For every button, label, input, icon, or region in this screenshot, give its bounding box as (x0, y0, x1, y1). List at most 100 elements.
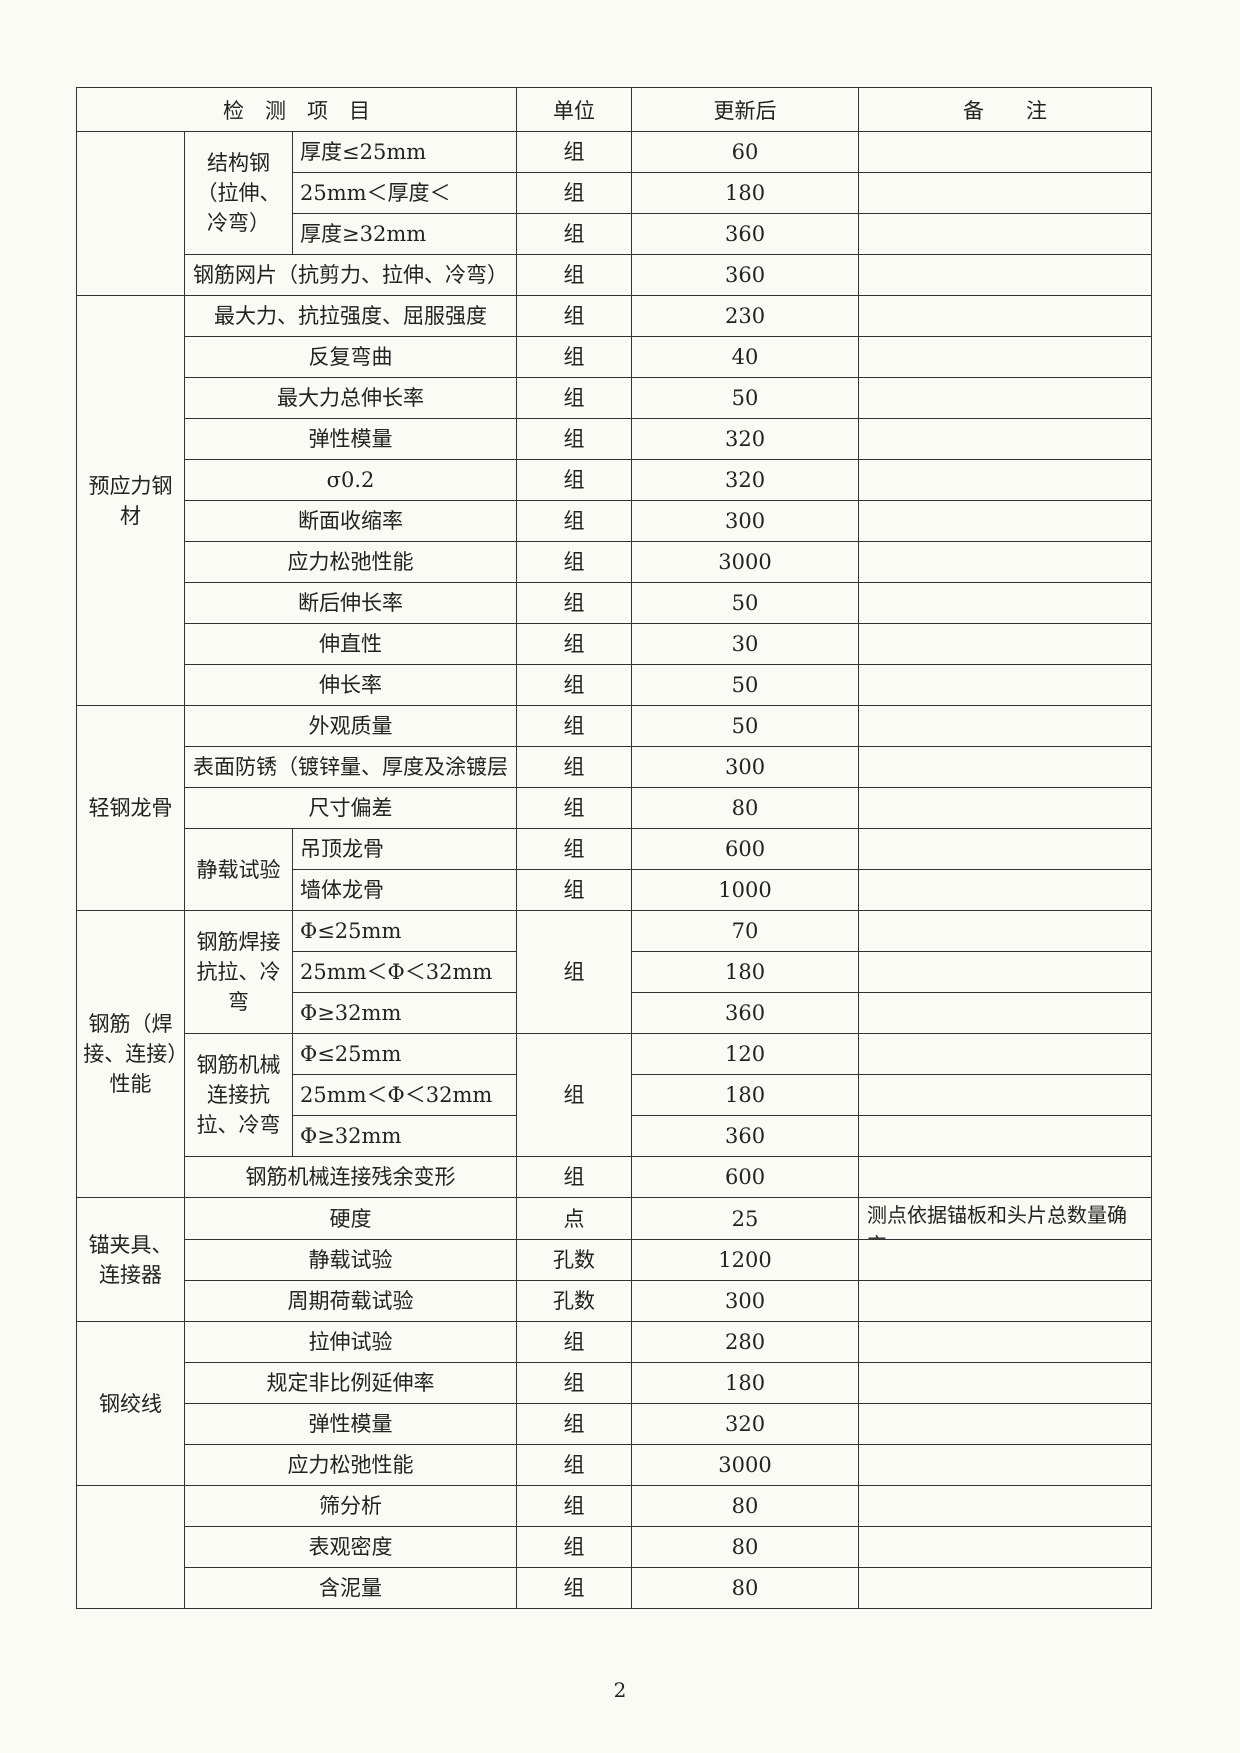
value-cell: 360 (631, 992, 860, 1034)
value: 360 (724, 263, 766, 287)
note-cell (858, 295, 1153, 337)
table-row: 墙体龙骨 组 1000 (77, 869, 1153, 911)
item-name: 弹性模量 (308, 1412, 393, 1436)
item-name-cell: Φ≥32mm (291, 992, 518, 1034)
item-name-cell: 反复弯曲 (183, 336, 518, 378)
item-name-cell: 钢筋网片（抗剪力、拉伸、冷弯） (183, 254, 518, 296)
item-name: 钢筋机械连接残余变形 (245, 1165, 456, 1189)
unit-cell: 组 (516, 910, 633, 1034)
value: 1200 (718, 1248, 772, 1272)
unit: 孔数 (553, 1248, 596, 1272)
unit: 组 (563, 468, 585, 492)
unit: 组 (563, 1453, 585, 1477)
unit: 组 (563, 1535, 585, 1559)
table-row: 厚度≥32mm 组 360 (77, 213, 1153, 255)
note-cell (858, 1280, 1153, 1322)
value: 320 (724, 468, 766, 492)
group-label-cell (76, 131, 185, 296)
item-name: 反复弯曲 (308, 345, 393, 369)
table-row: 预应力钢材 最大力、抗拉强度、屈服强度组 230 (76, 295, 1153, 706)
unit-cell: 组 (516, 1033, 633, 1157)
unit-cell: 组 (516, 787, 633, 829)
value: 320 (724, 427, 766, 451)
value: 600 (724, 1165, 766, 1189)
unit-cell: 孔数 (516, 1280, 633, 1322)
table-row: 静载试验 孔数 1200 (77, 1239, 1153, 1281)
value-cell: 280 (631, 1321, 860, 1363)
value: 50 (731, 714, 759, 738)
value: 50 (731, 673, 759, 697)
item-name-cell: 尺寸偏差 (183, 787, 518, 829)
value-cell: 600 (631, 828, 860, 870)
note-cell (858, 500, 1153, 542)
unit-cell: 组 (516, 336, 633, 378)
unit: 组 (563, 1165, 585, 1189)
item-name: Φ≤25mm (300, 1042, 402, 1066)
item-name: 断面收缩率 (298, 509, 403, 533)
value: 120 (724, 1042, 766, 1066)
value-cell: 50 (631, 582, 860, 624)
header-row: 检 测 项 目单位 更新后备 注 (75, 87, 1153, 132)
subgroup-label-cell: 静载试验 (184, 828, 293, 911)
unit-cell: 组 (516, 1526, 633, 1568)
value-cell: 80 (631, 1526, 860, 1568)
value-cell: 230 (631, 295, 860, 337)
subgroup-label-cell: 结构钢（拉伸、冷弯） (184, 131, 293, 255)
note-cell (858, 541, 1153, 583)
value: 320 (724, 1412, 766, 1436)
table-row: 弹性模量 组 320 (77, 1403, 1153, 1445)
table-body: 检 测 项 目单位 更新后备 注结构钢（拉伸、冷弯） 厚度≤25mm 组 60 25mm＜… (75, 87, 1153, 1609)
item-name-cell: 厚度≤25mm (291, 131, 518, 173)
value-cell: 70 (631, 910, 860, 952)
unit-cell: 组 (516, 1156, 633, 1198)
unit-cell: 组 (516, 828, 633, 870)
item-name: 应力松弛性能 (287, 550, 414, 574)
unit-cell: 组 (516, 500, 633, 542)
item-name-cell: 最大力、抗拉强度、屈服强度 (183, 295, 518, 337)
unit: 组 (563, 1576, 585, 1600)
header-cell: 检 测 项 目 (75, 87, 518, 132)
value-cell: 300 (631, 746, 860, 788)
value-cell: 300 (631, 500, 860, 542)
unit: 组 (563, 1412, 585, 1436)
subgroup-label-cell: 钢筋焊接抗拉、冷弯 (184, 910, 293, 1034)
value: 360 (724, 1124, 766, 1148)
unit-cell: 组 (516, 1567, 633, 1609)
note-cell (858, 1485, 1153, 1527)
item-name: 钢筋网片（抗剪力、拉伸、冷弯） (193, 263, 508, 287)
header-cell: 更新后 (631, 87, 860, 132)
item-name-cell: 硬度 (183, 1197, 518, 1240)
note-cell (858, 746, 1153, 788)
note-cell: 测点依据锚板和头片总数量确定 (858, 1197, 1153, 1240)
unit-cell: 组 (516, 869, 633, 911)
table-row: 25mm＜厚度＜32mm 组 180 (77, 172, 1153, 214)
unit-cell: 组 (516, 254, 633, 296)
item-name: 弹性模量 (308, 427, 393, 451)
value-cell: 3000 (631, 541, 860, 583)
unit: 组 (563, 591, 585, 615)
unit-cell: 孔数 (516, 1239, 633, 1281)
item-name: 含泥量 (319, 1576, 382, 1600)
unit-cell: 组 (516, 418, 633, 460)
header-cell: 单位 (516, 87, 633, 132)
unit-cell: 组 (516, 623, 633, 665)
item-name-cell: Φ≤25mm (291, 1033, 518, 1075)
item-name-cell: σ0.2 (183, 459, 518, 501)
value: 360 (724, 222, 766, 246)
item-name: 表面防锈（镀锌量、厚度及涂镀层厚度） (193, 754, 508, 779)
group-label-cell: 锚夹具、连接器 (76, 1197, 185, 1322)
value: 180 (724, 1371, 766, 1395)
note-cell (858, 418, 1153, 460)
value: 180 (724, 181, 766, 205)
item-name-cell: 25mm＜厚度＜32mm (291, 172, 518, 214)
value-cell: 1000 (631, 869, 860, 911)
unit: 组 (563, 755, 585, 779)
item-name: 规定非比例延伸率 (266, 1371, 435, 1395)
group-label-cell: 钢筋（焊接、连接）性能 (76, 910, 185, 1198)
note-cell (858, 787, 1153, 829)
value-cell: 180 (631, 1362, 860, 1404)
table-row: 结构钢（拉伸、冷弯） 厚度≤25mm 组 60 (76, 131, 1153, 296)
value-cell: 80 (631, 1485, 860, 1527)
table-row: 25mm＜Φ＜32mm 180 (77, 951, 1153, 993)
unit: 组 (563, 181, 585, 205)
